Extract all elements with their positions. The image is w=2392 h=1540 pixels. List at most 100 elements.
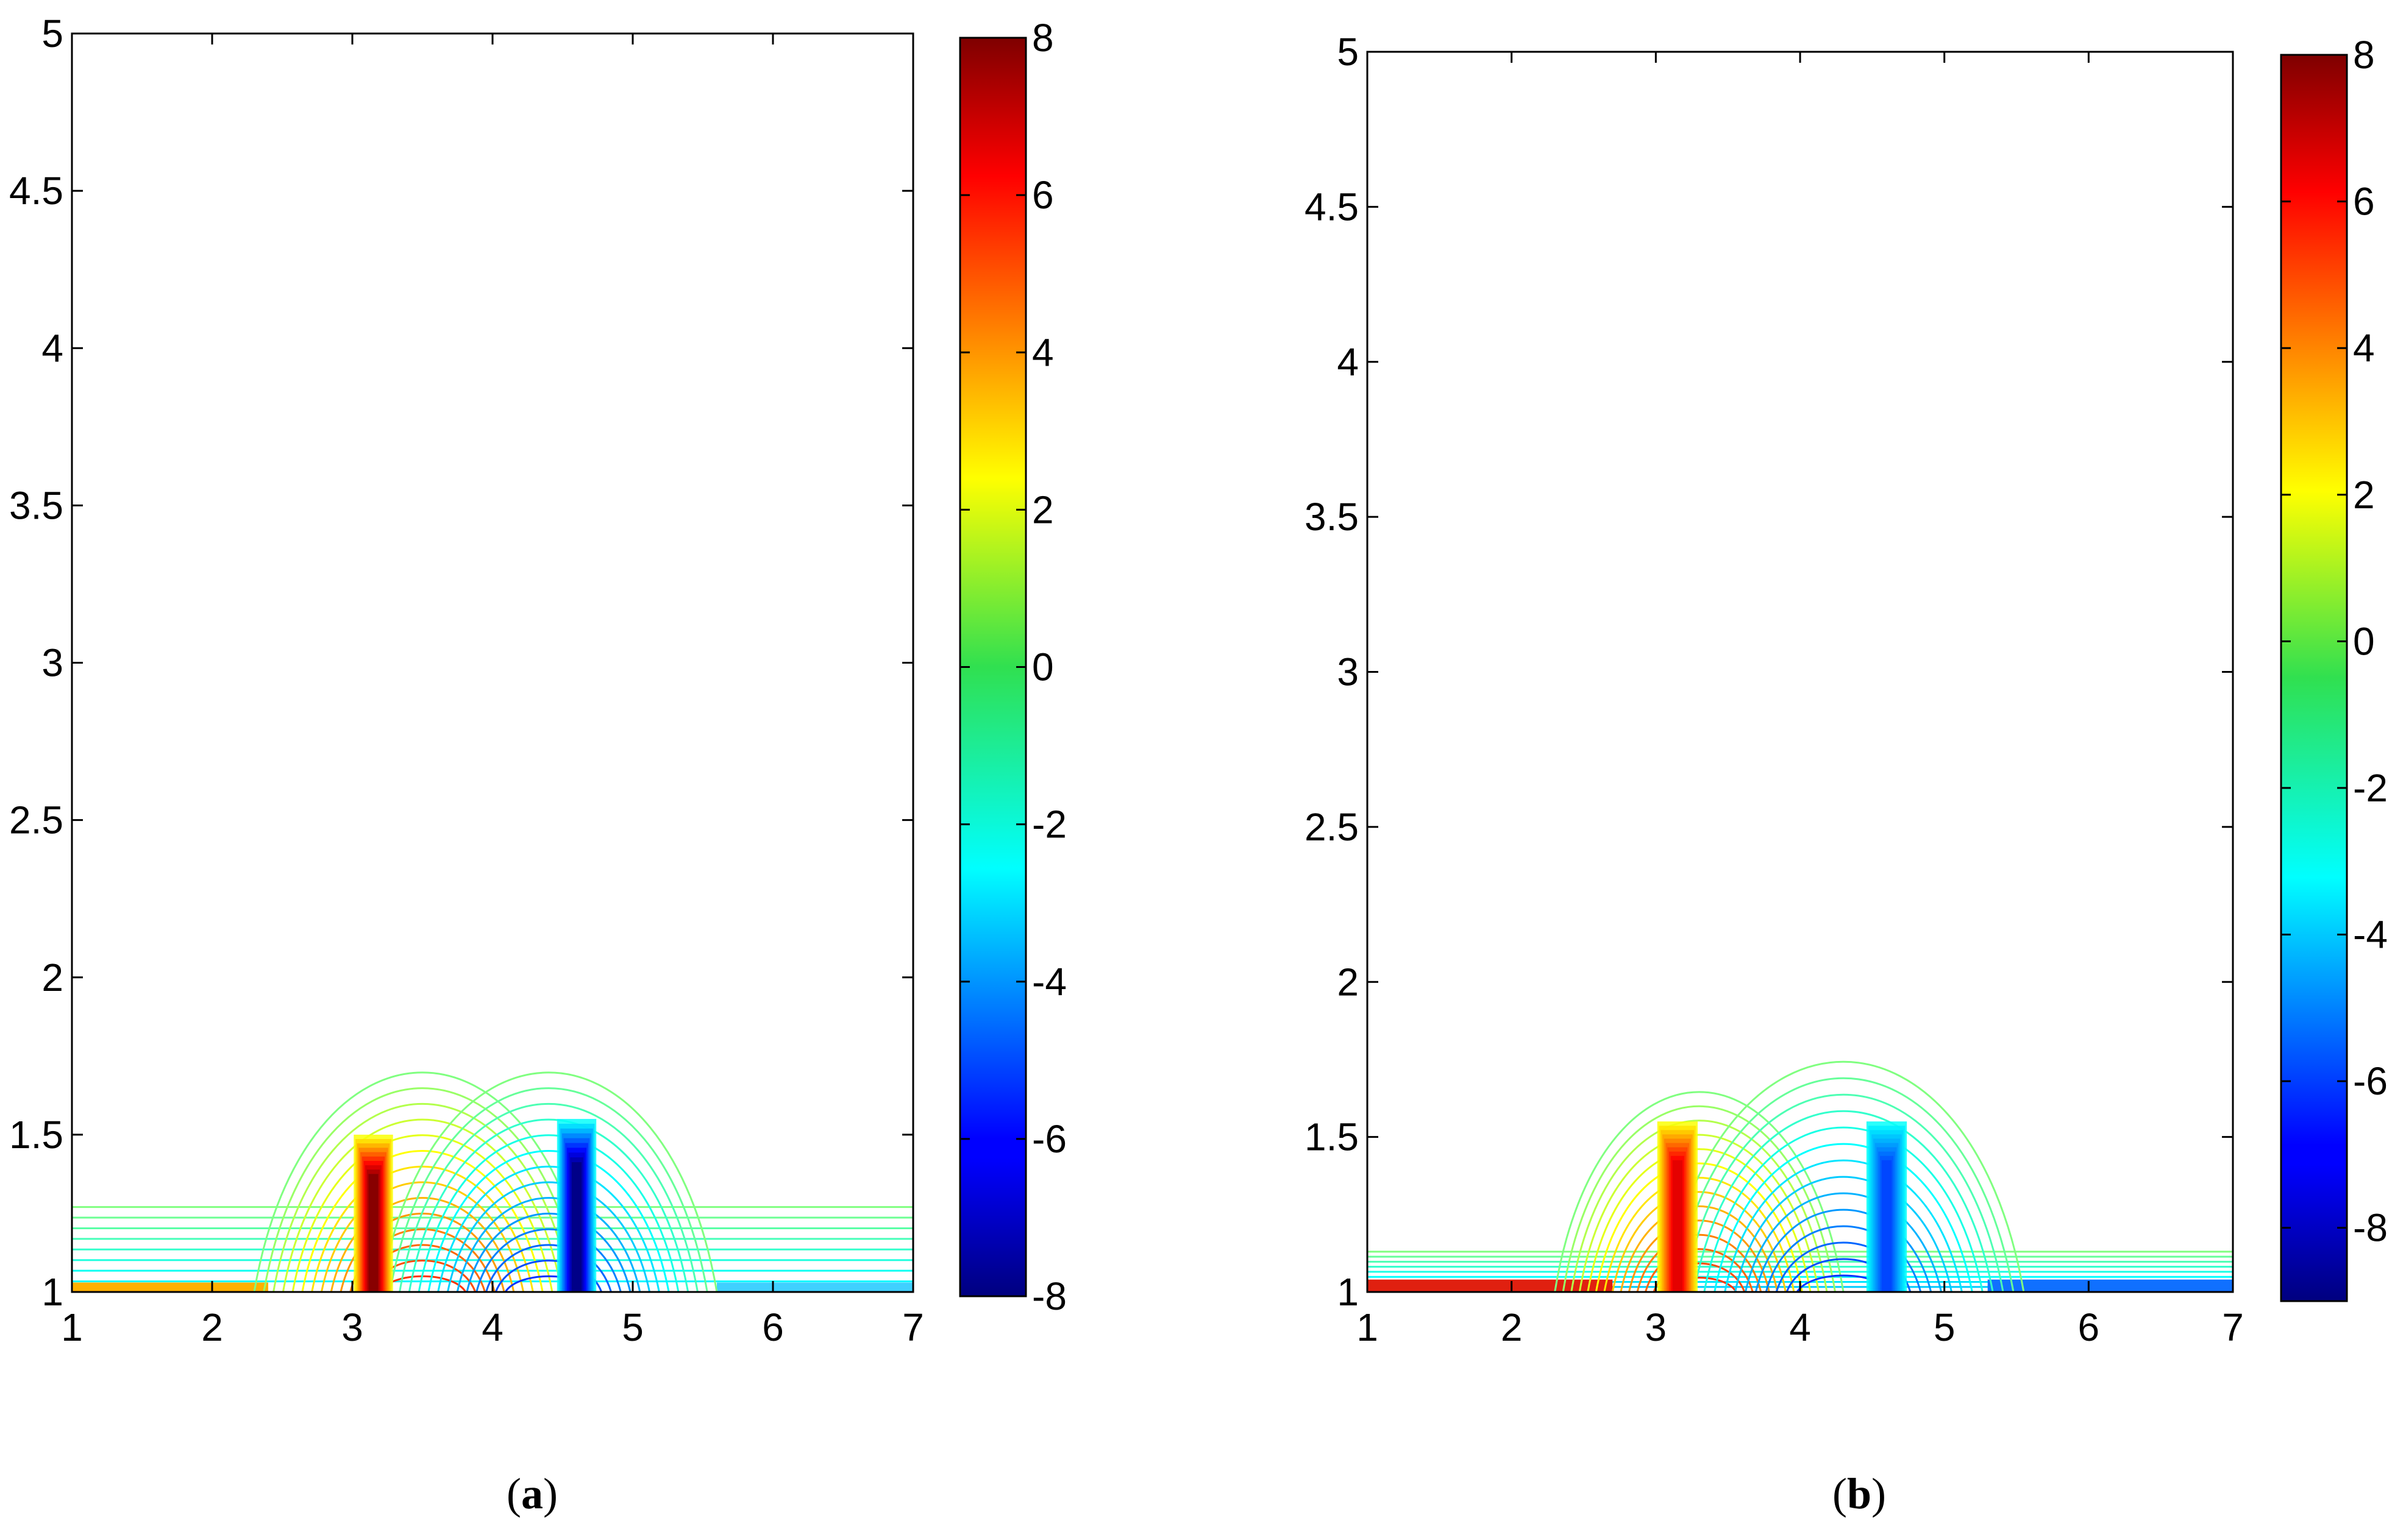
colorbar-a: 8 6 4 2 0 -2 -4 -6 -8 [959,16,1067,1318]
contour-line [1724,1159,1963,1293]
y-tick-label: 2 [41,956,63,999]
y-tick-label: 2.5 [9,798,63,842]
caption-a: (a) [507,1469,558,1518]
y-tick-label: 3.5 [9,483,63,527]
y-tick-label: 1 [41,1270,63,1314]
y-tick-label: 4.5 [1305,185,1359,229]
colorbar-tick-label: 2 [2353,473,2375,517]
contour-fill [571,1162,582,1292]
colorbar-tick-label: -4 [1032,960,1067,1004]
x-tick-label: 2 [201,1305,223,1349]
contour-line [1765,1225,1922,1293]
colorbar-tick-label: -4 [2353,913,2388,957]
colorbar-tick-label: 8 [2353,33,2375,77]
axis-ticks-a: 1 2 3 4 5 6 7 1 1.5 2 2.5 3 3.5 4 4.5 5 [9,12,924,1349]
contour-line [437,1165,660,1293]
contour-line [1693,1110,1994,1293]
x-tick-label: 5 [1934,1305,1956,1349]
colorbar-tick-label: 2 [1032,488,1054,531]
colorbar-tick-label: -8 [2353,1206,2388,1250]
contour-line [389,1087,708,1293]
x-tick-label: 2 [1501,1305,1523,1349]
axis-ticks-b: 1 2 3 4 5 6 7 1 1.5 2 2.5 3 3.5 4 4.5 5 [1305,30,2244,1349]
contour-line [485,1244,612,1293]
x-tick-label: 4 [482,1305,504,1349]
axes-frame-b [1366,51,2234,1293]
colorbar-tick-label: -8 [1032,1274,1067,1318]
x-tick-label: 7 [902,1305,924,1349]
y-tick-label: 3 [41,641,63,685]
contour-plot-a [72,1071,913,1293]
contour-line [263,1087,582,1293]
colorbar-tick-label: 6 [2353,180,2375,224]
colorbar-tick-label: 6 [1032,173,1054,217]
axes-frame-a [71,32,914,1293]
colorbar-gradient [2280,54,2348,1302]
contour-line [466,1212,632,1293]
y-tick-label: 5 [1337,30,1359,74]
contour-fill [1367,1279,1613,1292]
x-tick-label: 3 [1645,1305,1667,1349]
colorbar-tick-label: 0 [1032,645,1054,689]
colorbar-tick-label: -2 [2353,766,2388,810]
contour-line [1714,1143,1973,1293]
contour-line [475,1228,622,1293]
contour-line [291,1134,554,1293]
contour-line [1603,1177,1795,1293]
contour-line [427,1150,670,1293]
y-tick-label: 3.5 [1305,495,1359,539]
contour-line [320,1181,525,1293]
x-tick-label: 5 [622,1305,644,1349]
colorbar-tick-label: -2 [1032,803,1067,846]
contour-plot-b [1367,1060,2233,1293]
y-tick-label: 1 [1337,1270,1359,1314]
y-tick-label: 2.5 [1305,805,1359,849]
x-tick-label: 7 [2222,1305,2244,1349]
contour-fill [1672,1160,1683,1292]
contour-line [379,1071,718,1293]
caption-b: (b) [1832,1469,1886,1518]
y-tick-label: 1.5 [9,1113,63,1157]
panel-a: 1 2 3 4 5 6 7 1 1.5 2 2.5 3 3.5 4 4.5 5 8 6 4 2 0 -2 -4 -6 -8 (… [9,12,1067,1518]
colorbar-tick-label: 0 [2353,619,2375,663]
colorbar-gradient [959,37,1027,1297]
contour-line [1744,1192,1943,1293]
contour-line [1554,1091,1845,1293]
contour-line [1754,1208,1932,1293]
contour-line [1620,1205,1779,1293]
contour-line [1682,1093,2004,1293]
y-tick-label: 1.5 [1305,1115,1359,1159]
y-tick-label: 2 [1337,960,1359,1004]
x-tick-label: 3 [341,1305,363,1349]
contour-fill [368,1174,379,1292]
colorbar-b: 8 6 4 2 0 -2 -4 -6 -8 [2280,33,2388,1302]
contour-line [311,1165,534,1293]
contour-line [1644,1248,1754,1293]
contour-line [1662,1060,2025,1293]
colorbar-tick-label: 4 [1032,330,1054,374]
contour-line [399,1103,699,1293]
x-tick-label: 6 [762,1305,784,1349]
colorbar-tick-label: 4 [2353,326,2375,370]
y-tick-label: 4 [1337,340,1359,384]
contour-line [446,1181,651,1293]
contour-line [282,1118,563,1293]
x-tick-label: 4 [1789,1305,1811,1349]
colorbar-tick-label: -6 [1032,1117,1067,1161]
contour-line [1734,1176,1952,1293]
contour-line [418,1134,680,1293]
contour-line [408,1118,689,1293]
colorbar-tick-label: -6 [2353,1059,2388,1103]
contour-line [1595,1162,1803,1293]
y-tick-label: 4 [41,326,63,370]
colorbar-tick-label: 8 [1032,16,1054,60]
y-tick-label: 4.5 [9,169,63,213]
x-tick-label: 1 [61,1305,83,1349]
x-tick-label: 6 [2078,1305,2100,1349]
contour-fill [1881,1160,1892,1292]
contour-line [456,1197,641,1293]
contour-line [1703,1126,1984,1293]
contour-fill [717,1282,913,1292]
contour-fill [72,1282,268,1292]
